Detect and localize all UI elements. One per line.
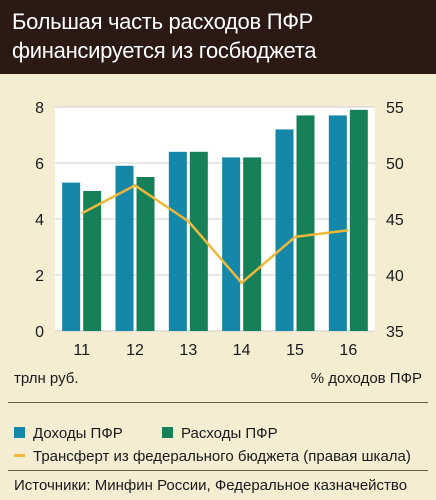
y-right-tick-label: 35 — [386, 324, 404, 341]
y-left-tick-label: 6 — [35, 156, 44, 173]
x-tick-label: 14 — [233, 342, 251, 359]
legend-label-income: Доходы ПФР — [33, 425, 123, 442]
bar-income — [328, 115, 347, 332]
x-tick-label: 11 — [73, 342, 90, 359]
bar-expense — [189, 151, 208, 331]
bar-income — [222, 157, 241, 331]
y-left-tick-label: 8 — [35, 100, 44, 117]
legend-swatch-transfer — [14, 453, 25, 457]
y-right-tick-label: 50 — [386, 156, 404, 173]
source-note: Источники: Минфин России, Федеральное ка… — [14, 477, 408, 494]
x-tick-label: 13 — [179, 342, 197, 359]
bar-income — [62, 182, 81, 331]
legend-top-divider — [8, 402, 428, 403]
legend-item-transfer: Трансферт из федерального бюджета (права… — [14, 448, 411, 465]
legend-label-transfer: Трансферт из федерального бюджета (права… — [33, 448, 411, 465]
chart-area: 0 2 4 6 8 35 40 45 50 55 11 12 13 14 15 16 — [0, 74, 436, 414]
header-bar: Большая часть расходов ПФР финансируется… — [0, 0, 436, 74]
bar-expense — [349, 109, 368, 331]
y-left-tick-label: 2 — [35, 268, 44, 285]
x-tick-label: 15 — [286, 342, 304, 359]
right-axis-unit: % доходов ПФР — [310, 370, 422, 387]
legend-swatch-income — [14, 426, 25, 438]
left-axis-unit: трлн руб. — [14, 370, 79, 387]
bar-expense — [83, 191, 102, 331]
chart-title: Большая часть расходов ПФР финансируется… — [12, 9, 317, 63]
bar-income — [115, 165, 134, 331]
legend-swatch-expense — [162, 426, 173, 438]
transfer-line — [81, 184, 349, 285]
x-tick-label: 16 — [339, 342, 357, 359]
bar-expense — [296, 115, 315, 332]
bar-income — [275, 129, 294, 331]
bar-expense — [136, 177, 155, 331]
legend-item-income: Доходы ПФР — [14, 425, 123, 442]
bar-expense — [243, 157, 262, 331]
y-left-tick-label: 0 — [35, 324, 44, 341]
legend-item-expense: Расходы ПФР — [162, 425, 278, 442]
y-right-tick-label: 45 — [386, 212, 404, 229]
bar-income — [168, 151, 187, 331]
legend-label-expense: Расходы ПФР — [181, 425, 278, 442]
y-left-tick-label: 4 — [35, 212, 44, 229]
y-right-tick-label: 40 — [386, 268, 404, 285]
chart-svg: 0 2 4 6 8 35 40 45 50 55 11 12 13 14 15 16 — [35, 100, 404, 359]
x-tick-label: 12 — [126, 342, 144, 359]
y-right-tick-label: 55 — [386, 100, 404, 117]
source-divider — [8, 470, 428, 471]
